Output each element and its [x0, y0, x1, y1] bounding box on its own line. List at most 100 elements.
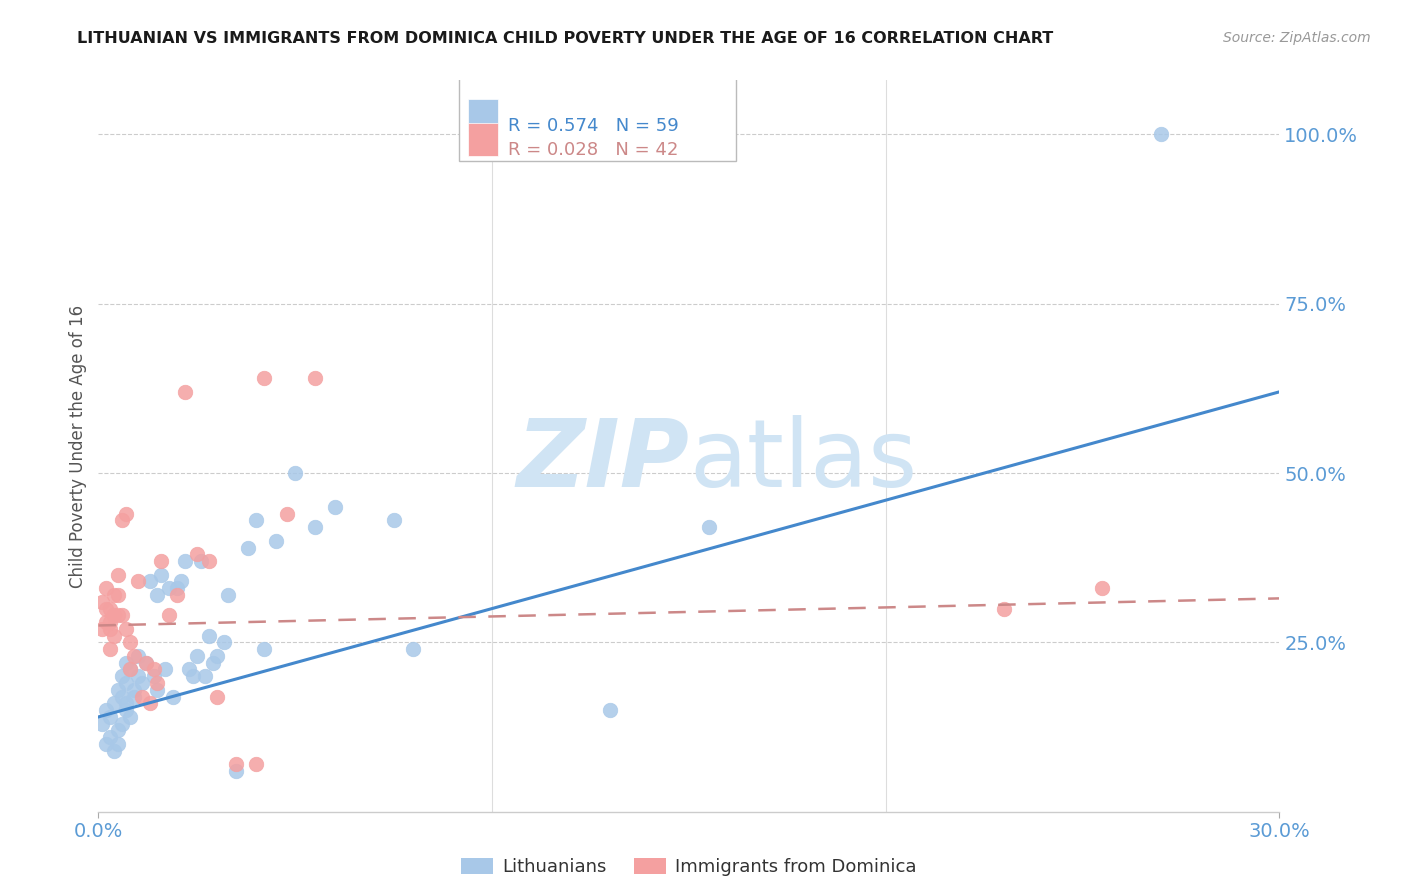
Point	[225, 764, 247, 778]
Point	[170, 574, 193, 589]
Point	[150, 567, 173, 582]
Point	[107, 608, 129, 623]
Point	[103, 744, 125, 758]
Point	[174, 554, 197, 568]
Point	[146, 676, 169, 690]
Point	[131, 690, 153, 704]
Point	[186, 547, 208, 561]
Point	[166, 588, 188, 602]
Point	[111, 690, 134, 704]
Point	[697, 520, 720, 534]
Point	[115, 697, 138, 711]
FancyBboxPatch shape	[468, 123, 498, 155]
Point	[111, 514, 134, 528]
Point	[127, 574, 149, 589]
Point	[157, 608, 180, 623]
Point	[91, 595, 114, 609]
FancyBboxPatch shape	[458, 77, 737, 161]
Point	[253, 371, 276, 385]
Point	[217, 588, 239, 602]
Point	[115, 507, 138, 521]
Text: R = 0.028   N = 42: R = 0.028 N = 42	[508, 141, 679, 159]
Point	[138, 697, 160, 711]
Text: atlas: atlas	[689, 415, 917, 507]
Point	[174, 384, 197, 399]
Point	[177, 663, 200, 677]
Point	[107, 737, 129, 751]
Point	[111, 716, 134, 731]
Point	[118, 635, 141, 649]
Point	[98, 710, 121, 724]
Point	[236, 541, 259, 555]
Point	[135, 656, 157, 670]
Point	[96, 615, 118, 629]
Point	[122, 682, 145, 697]
Point	[127, 669, 149, 683]
Point	[205, 690, 228, 704]
Point	[122, 690, 145, 704]
Text: R = 0.574   N = 59: R = 0.574 N = 59	[508, 117, 679, 135]
Point	[197, 629, 219, 643]
Point	[166, 581, 188, 595]
Point	[98, 622, 121, 636]
Point	[304, 371, 326, 385]
Point	[155, 663, 177, 677]
Point	[107, 588, 129, 602]
Point	[115, 703, 138, 717]
Point	[214, 635, 236, 649]
Text: Source: ZipAtlas.com: Source: ZipAtlas.com	[1223, 31, 1371, 45]
Point	[276, 507, 298, 521]
Point	[111, 669, 134, 683]
Point	[96, 581, 118, 595]
Point	[98, 615, 121, 629]
Point	[162, 690, 184, 704]
Point	[98, 642, 121, 657]
Point	[107, 567, 129, 582]
Point	[146, 588, 169, 602]
Point	[1091, 581, 1114, 595]
Point	[103, 629, 125, 643]
Point	[264, 533, 287, 548]
Point	[382, 514, 405, 528]
Point	[118, 663, 141, 677]
Point	[98, 730, 121, 744]
Point	[253, 642, 276, 657]
Point	[186, 648, 208, 663]
Point	[115, 622, 138, 636]
Point	[599, 703, 621, 717]
Point	[91, 622, 114, 636]
Point	[245, 514, 267, 528]
Point	[284, 466, 307, 480]
Point	[127, 648, 149, 663]
Point	[323, 500, 346, 514]
Point	[138, 574, 160, 589]
Point	[96, 703, 118, 717]
FancyBboxPatch shape	[468, 99, 498, 131]
Text: LITHUANIAN VS IMMIGRANTS FROM DOMINICA CHILD POVERTY UNDER THE AGE OF 16 CORRELA: LITHUANIAN VS IMMIGRANTS FROM DOMINICA C…	[77, 31, 1053, 46]
Point	[98, 601, 121, 615]
Point	[225, 757, 247, 772]
Point	[181, 669, 204, 683]
Legend: Lithuanians, Immigrants from Dominica: Lithuanians, Immigrants from Dominica	[461, 857, 917, 876]
Point	[304, 520, 326, 534]
Point	[115, 676, 138, 690]
Point	[122, 648, 145, 663]
Point	[131, 676, 153, 690]
Point	[1150, 128, 1173, 142]
Point	[157, 581, 180, 595]
Point	[142, 663, 165, 677]
Point	[190, 554, 212, 568]
Point	[142, 669, 165, 683]
Point	[103, 697, 125, 711]
Point	[118, 663, 141, 677]
Point	[91, 716, 114, 731]
Point	[245, 757, 267, 772]
Point	[118, 710, 141, 724]
Point	[107, 723, 129, 738]
Point	[201, 656, 224, 670]
Point	[146, 682, 169, 697]
Point	[135, 656, 157, 670]
Point	[197, 554, 219, 568]
Y-axis label: Child Poverty Under the Age of 16: Child Poverty Under the Age of 16	[69, 304, 87, 588]
Point	[150, 554, 173, 568]
